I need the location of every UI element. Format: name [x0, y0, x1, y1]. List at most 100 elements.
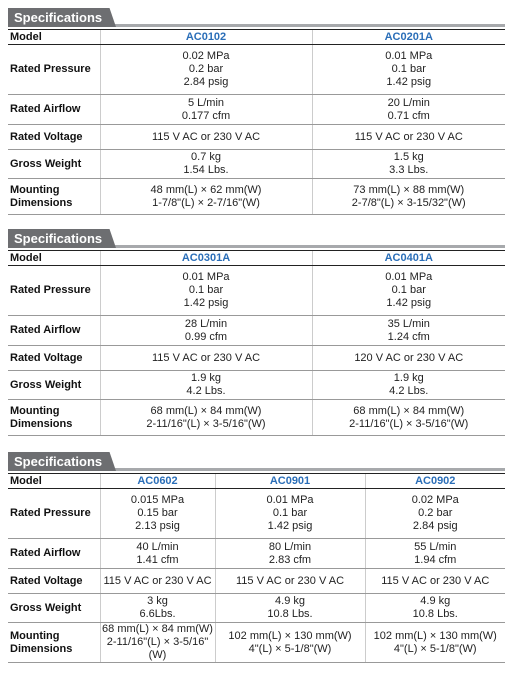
row-label: Model — [8, 473, 100, 489]
section-header: Specifications — [8, 8, 505, 29]
row-label: Rated Voltage — [8, 568, 100, 594]
spec-row: Mounting Dimensions 68 mm(L) × 84 mm(W) 2-… — [8, 622, 505, 663]
cell-line: 0.2 bar — [188, 63, 224, 75]
cell-line: 2.83 cfm — [268, 553, 312, 566]
row-label: Model — [8, 250, 100, 266]
spec-cell: 115 V AC or 230 V AC — [364, 568, 505, 594]
row-label: Rated Pressure — [8, 488, 100, 539]
cell-line: 28 L/min — [184, 317, 228, 330]
spec-cell: 80 L/min 2.83 cfm — [214, 538, 365, 569]
cell-line: 120 V AC or 230 V AC — [354, 351, 464, 364]
row-label: Mounting Dimensions — [8, 399, 100, 436]
spec-row: Rated Voltage 115 V AC or 230 V AC 120 V A… — [8, 345, 505, 371]
cell-line: 1.24 cfm — [387, 330, 430, 343]
spec-cell: 115 V AC or 230 V AC — [214, 568, 365, 594]
section-header: Specifications — [8, 452, 505, 473]
spec-cell: 102 mm(L) × 130 mm(W) 4"(L) × 5-1/8"(W) — [214, 622, 365, 663]
cell-line: 1.42 psig — [386, 76, 432, 88]
cell-line: 0.7 kg — [191, 151, 221, 163]
model-name: AC0401A — [311, 250, 505, 266]
cell-line: 102 mm(L) × 130 mm(W) — [228, 629, 352, 642]
cell-line: 73 mm(L) × 88 mm(W) — [353, 183, 465, 196]
spec-row: Mounting Dimensions 48 mm(L) × 62 mm(W) 1-… — [8, 178, 505, 215]
spec-cell: 0.01 MPa 0.1 bar 1.42 psig — [311, 265, 505, 316]
spec-row: Gross Weight 3 kg 6.6Lbs. 4.9 kg 10.8 Lbs. 4.… — [8, 593, 505, 623]
cell-line: 40 L/min — [136, 540, 179, 553]
cell-line: 2.84 psig — [412, 520, 458, 532]
model-row: Model AC0301A AC0401A — [8, 250, 505, 266]
cell-line: 115 V AC or 230 V AC — [381, 574, 490, 587]
cell-line: 0.01 MPa — [182, 271, 230, 283]
cell-line: 0.15 bar — [137, 507, 178, 519]
spec-cell: 1.5 kg 3.3 Lbs. — [311, 149, 505, 179]
spec-cell: 115 V AC or 230 V AC — [311, 124, 505, 150]
row-label: Mounting Dimensions — [8, 622, 100, 663]
model-name: AC0902 — [364, 473, 505, 489]
cell-line: 115 V AC or 230 V AC — [103, 574, 212, 587]
row-label: Rated Airflow — [8, 538, 100, 569]
row-label: Model — [8, 29, 100, 45]
spec-cell: 115 V AC or 230 V AC — [99, 568, 215, 594]
cell-line: 55 L/min — [414, 540, 457, 553]
row-label: Rated Pressure — [8, 44, 100, 95]
spec-cell: 28 L/min 0.99 cfm — [99, 315, 312, 346]
cell-line: 1.41 cfm — [136, 553, 179, 566]
cell-line: 5 L/min — [187, 96, 225, 109]
cell-line: 4"(L) × 5-1/8"(W) — [248, 642, 332, 655]
section-header: Specifications — [8, 229, 505, 250]
spec-cell: 68 mm(L) × 84 mm(W) 2-11/16"(L) × 3-5/16"… — [99, 622, 215, 663]
cell-line: 102 mm(L) × 130 mm(W) — [373, 629, 497, 642]
cell-line: 0.1 bar — [391, 284, 426, 296]
spec-row: Rated Pressure 0.02 MPa 0.2 bar 2.84 psig 0.… — [8, 44, 505, 95]
cell-line: 0.1 bar — [272, 507, 308, 519]
cell-line: 1.94 cfm — [414, 553, 457, 566]
cell-line: 68 mm(L) × 84 mm(W) — [150, 404, 262, 417]
spec-table: Model AC0602 AC0901 AC0902 Rated Pressure 0.0… — [8, 473, 505, 663]
cell-line: 115 V AC or 230 V AC — [354, 130, 463, 143]
cell-line: 2-11/16"(L) × 3-5/16"(W) — [349, 417, 469, 430]
cell-line: 0.177 cfm — [181, 109, 231, 122]
cell-line: 4.2 Lbs. — [186, 385, 226, 397]
cell-line: 2.84 psig — [183, 76, 229, 88]
cell-line: 2.13 psig — [135, 520, 180, 532]
spec-cell: 73 mm(L) × 88 mm(W) 2-7/8"(L) × 3-15/32"(… — [311, 178, 505, 215]
cell-line: 3.3 Lbs. — [389, 164, 429, 176]
cell-line: 48 mm(L) × 62 mm(W) — [150, 183, 262, 196]
spec-row: Gross Weight 1.9 kg 4.2 Lbs. 1.9 kg 4.2 Lbs. — [8, 370, 505, 400]
spec-cell: 115 V AC or 230 V AC — [99, 124, 312, 150]
cell-line: 0.2 bar — [418, 507, 453, 519]
spec-row: Rated Airflow 28 L/min 0.99 cfm 35 L/min 1.2… — [8, 315, 505, 346]
row-label: Rated Voltage — [8, 345, 100, 371]
cell-line: 0.02 MPa — [411, 494, 459, 506]
spec-section: Specifications Model AC0102 AC0201A Rated Pr… — [8, 8, 505, 215]
cell-line: 1.42 psig — [183, 297, 229, 309]
section-title: Specifications — [8, 229, 116, 248]
cell-line: 0.1 bar — [391, 63, 426, 75]
cell-line: 115 V AC or 230 V AC — [235, 574, 345, 587]
row-label: Rated Pressure — [8, 265, 100, 316]
cell-line: 4.9 kg — [275, 595, 305, 607]
cell-line: 4.9 kg — [420, 595, 451, 607]
spec-section: Specifications Model AC0602 AC0901 AC0902 Rat… — [8, 452, 505, 663]
spec-cell: 1.9 kg 4.2 Lbs. — [311, 370, 505, 400]
cell-line: 0.71 cfm — [387, 109, 430, 122]
spec-table: Model AC0102 AC0201A Rated Pressure 0.02 MPa… — [8, 29, 505, 215]
spec-cell: 3 kg 6.6Lbs. — [99, 593, 215, 623]
header-line — [108, 245, 505, 248]
cell-line: 1.42 psig — [386, 297, 432, 309]
row-label: Rated Voltage — [8, 124, 100, 150]
spec-table: Model AC0301A AC0401A Rated Pressure 0.01 MP… — [8, 250, 505, 436]
row-label: Gross Weight — [8, 370, 100, 400]
cell-line: 115 V AC or 230 V AC — [151, 351, 261, 364]
spec-section: Specifications Model AC0301A AC0401A Rated P… — [8, 229, 505, 436]
cell-line: 68 mm(L) × 84 mm(W) — [353, 404, 465, 417]
section-title: Specifications — [8, 8, 116, 27]
spec-cell: 5 L/min 0.177 cfm — [99, 94, 312, 125]
cell-line: 3 kg — [147, 595, 168, 607]
spec-row: Rated Pressure 0.01 MPa 0.1 bar 1.42 psig 0.… — [8, 265, 505, 316]
header-line — [108, 468, 505, 471]
model-name: AC0602 — [99, 473, 215, 489]
cell-line: 35 L/min — [387, 317, 430, 330]
spec-cell: 0.01 MPa 0.1 bar 1.42 psig — [214, 488, 365, 539]
spec-row: Rated Pressure 0.015 MPa 0.15 bar 2.13 psig… — [8, 488, 505, 539]
